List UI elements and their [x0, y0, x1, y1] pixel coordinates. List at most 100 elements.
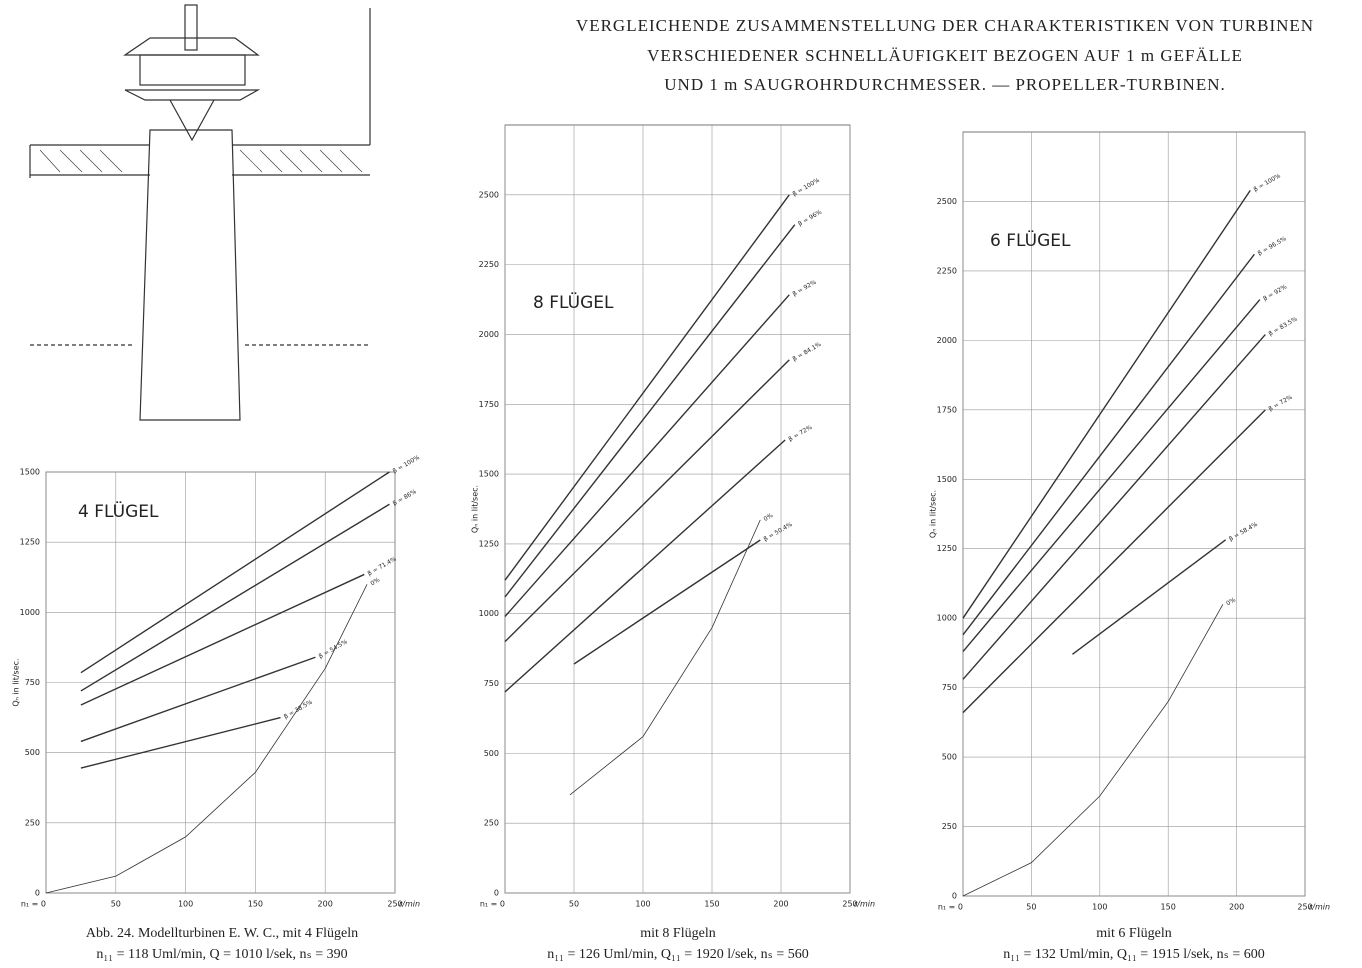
y-tick-label: 750: [484, 679, 499, 688]
series-line: [504, 359, 790, 643]
series-label: 0%: [1225, 596, 1237, 607]
series-line: [962, 334, 1266, 680]
hatching: [39, 149, 363, 173]
shaft: [184, 4, 198, 51]
chart-title: 6 FLÜGEL: [990, 229, 1071, 251]
y-tick-label: 1250: [20, 538, 40, 547]
y-tick-label: 500: [942, 753, 957, 762]
x-tick-label: n₁ = 0: [480, 900, 505, 909]
series-line: [1072, 539, 1227, 655]
caption-line: n₁₁ = 132 Uml/min, Q₁₁ = 1915 l/sek, nₛ …: [1003, 947, 1265, 962]
y-tick-label: 2500: [937, 197, 957, 206]
y-tick-label: 1250: [479, 539, 499, 548]
x-axis-label: r/min: [854, 900, 875, 909]
x-tick-label: 100: [178, 900, 193, 909]
series-line: [573, 539, 761, 665]
series-line: [80, 716, 281, 769]
series-label: β = 38.5%: [283, 699, 314, 721]
title-line: UND 1 m SAUGROHRDURCHMESSER. — PROPELLER…: [664, 75, 1225, 94]
chart-title: 4 FLÜGEL: [78, 500, 159, 522]
series-line: [962, 409, 1266, 714]
draft-tube: [139, 129, 241, 421]
series-label: 0%: [369, 576, 381, 587]
series-label: β = 92%: [1262, 283, 1288, 302]
caption-line: mit 6 Flügeln: [1096, 926, 1171, 941]
y-tick-label: 1500: [937, 475, 957, 484]
series-line: [80, 656, 316, 743]
series-line: [504, 194, 790, 581]
series-line: [80, 503, 390, 692]
y-axis-label: Qₙ in lit/sec.: [471, 485, 480, 533]
y-tick-label: 750: [25, 678, 40, 687]
series-line: [962, 299, 1261, 652]
y-tick-label: 2250: [479, 260, 499, 269]
x-tick-label: 50: [1026, 903, 1036, 912]
y-tick-label: 1750: [937, 405, 957, 414]
y-tick-label: 0: [952, 892, 957, 901]
walls: [29, 8, 371, 178]
y-tick-label: 0: [35, 889, 40, 898]
x-tick-label: n₁ = 0: [21, 900, 46, 909]
runner-housing: [139, 54, 246, 86]
y-tick-label: 250: [25, 818, 40, 827]
ring: [124, 89, 261, 101]
series-label: β = 96.5%: [1257, 235, 1288, 257]
y-tick-label: 500: [25, 748, 40, 757]
y-tick-label: 1000: [479, 609, 499, 618]
series-label: β = 100%: [392, 454, 422, 475]
y-tick-label: 750: [942, 683, 957, 692]
x-tick-label: 50: [111, 900, 121, 909]
hub: [169, 99, 215, 142]
y-tick-label: 250: [942, 822, 957, 831]
series-label: β = 92%: [792, 279, 818, 298]
chart: 0 250 500 750 1000 1250 1500 n₁ = 0 50 100 150 200 2…: [12, 454, 422, 962]
series-line: [504, 224, 796, 598]
x-tick-label: 250: [387, 900, 402, 909]
series-line: [45, 584, 368, 894]
series-line: [569, 519, 761, 796]
x-tick-label: 200: [318, 900, 333, 909]
series-label: 0%: [763, 512, 775, 523]
series-line: [504, 439, 786, 693]
x-tick-label: n₁ = 0: [938, 903, 963, 912]
caption-line: mit 8 Flügeln: [640, 926, 715, 941]
series-line: [504, 294, 790, 617]
chart: 0 250 500 750 1000 1250 1500 1750 2000 2250 2500 n₁…: [929, 131, 1330, 962]
x-tick-label: 200: [1229, 903, 1244, 912]
x-tick-label: 250: [842, 900, 857, 909]
x-tick-label: 150: [248, 900, 263, 909]
series-line: [962, 189, 1251, 619]
title-line: VERSCHIEDENER SCHNELLÄUFIGKEIT BEZOGEN A…: [647, 46, 1243, 65]
series-label: β = 96%: [797, 209, 823, 228]
y-tick-label: 2250: [937, 266, 957, 275]
series-line: [962, 253, 1255, 636]
y-axis-label: Qₙ in lit/sec.: [929, 490, 938, 538]
y-tick-label: 1000: [937, 614, 957, 623]
x-tick-label: 150: [704, 900, 719, 909]
x-tick-label: 150: [1161, 903, 1176, 912]
x-tick-label: 200: [773, 900, 788, 909]
x-tick-label: 50: [569, 900, 579, 909]
series-label: β = 50.4%: [763, 521, 794, 543]
y-tick-label: 1000: [20, 608, 40, 617]
y-tick-label: 1250: [937, 544, 957, 553]
chart: 0 250 500 750 1000 1250 1500 1750 2000 2250 2500 n₁…: [471, 124, 875, 962]
y-tick-label: 250: [484, 819, 499, 828]
series-label: β = 71.4%: [367, 555, 398, 577]
series-label: β = 84.1%: [792, 341, 823, 363]
series-label: β = 83.5%: [1268, 315, 1299, 337]
series-line: [80, 573, 365, 706]
x-tick-label: 250: [1297, 903, 1312, 912]
series-label: β = 58.4%: [1228, 521, 1259, 543]
x-axis-label: r/min: [399, 900, 420, 909]
series-label: β = 72%: [787, 424, 813, 443]
y-tick-label: 2000: [937, 336, 957, 345]
x-tick-label: 100: [635, 900, 650, 909]
y-tick-label: 2000: [479, 330, 499, 339]
turbine-drawing: [29, 4, 371, 421]
y-tick-label: 1750: [479, 400, 499, 409]
y-tick-label: 1500: [479, 470, 499, 479]
x-axis-label: r/min: [1309, 903, 1330, 912]
